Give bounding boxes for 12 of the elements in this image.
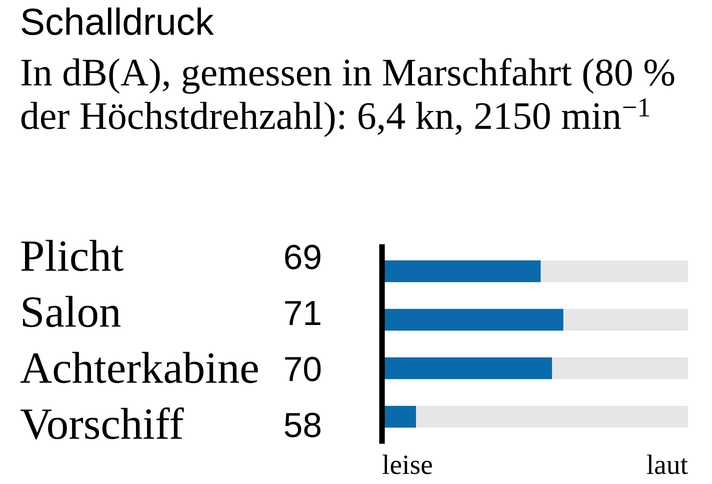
y-tick-label: Plicht: [21, 240, 124, 272]
text: leise: [382, 454, 432, 474]
data-label: 70: [285, 356, 321, 382]
data-label: 71: [285, 301, 320, 325]
y-tick-label: Achterkabine: [20, 352, 258, 384]
chart-title: Schalldruck: [22, 8, 214, 36]
data-label: 69: [285, 244, 320, 270]
y-tick-label: Salon: [22, 296, 121, 328]
chart-subtitle: In dB(A), gemessen in Marschfahrt (80 % der Höchstdrehzahl): 6,4 kn, 2150 min$^{−1}$: [21, 58, 674, 138]
data-label: 58: [284, 412, 320, 438]
text: laut: [646, 454, 688, 474]
y-tick-label: Vorschiff: [20, 407, 184, 440]
